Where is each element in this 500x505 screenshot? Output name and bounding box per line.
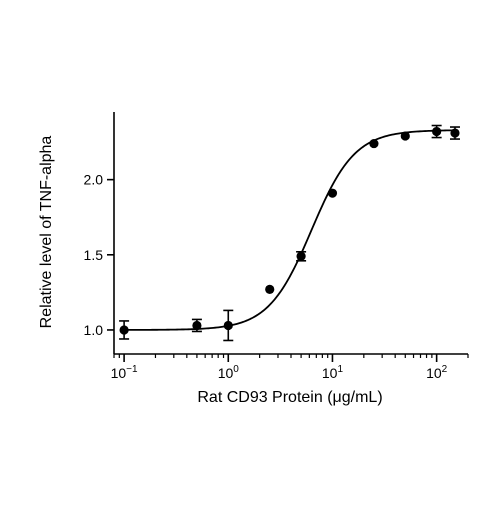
y-axis-label: Relative level of TNF-alpha [38, 136, 55, 329]
data-points-group [119, 124, 460, 342]
x-tick-label: 10−1 [111, 364, 138, 381]
y-tick-label: 1.5 [84, 247, 104, 263]
data-point [296, 251, 306, 261]
y-tick-label: 2.0 [84, 172, 104, 188]
data-point [327, 188, 338, 198]
data-point [223, 320, 233, 331]
data-point [369, 138, 379, 149]
x-tick-label: 102 [426, 364, 448, 381]
data-point [119, 325, 129, 335]
x-tick-label: 101 [322, 364, 344, 381]
y-tick-label: 1.0 [84, 322, 104, 338]
fit-curve [124, 129, 455, 331]
data-point [432, 126, 442, 137]
fit-curve-group [124, 129, 455, 331]
data-point [265, 284, 275, 294]
data-point [400, 131, 410, 141]
x-tick-label: 100 [218, 364, 240, 381]
data-point [450, 128, 460, 138]
axes: 1.0 1.5 2.0 10−1 100 101 102 [84, 112, 469, 381]
data-point [192, 320, 202, 331]
x-axis-label: Rat CD93 Protein (μg/mL) [197, 389, 382, 406]
